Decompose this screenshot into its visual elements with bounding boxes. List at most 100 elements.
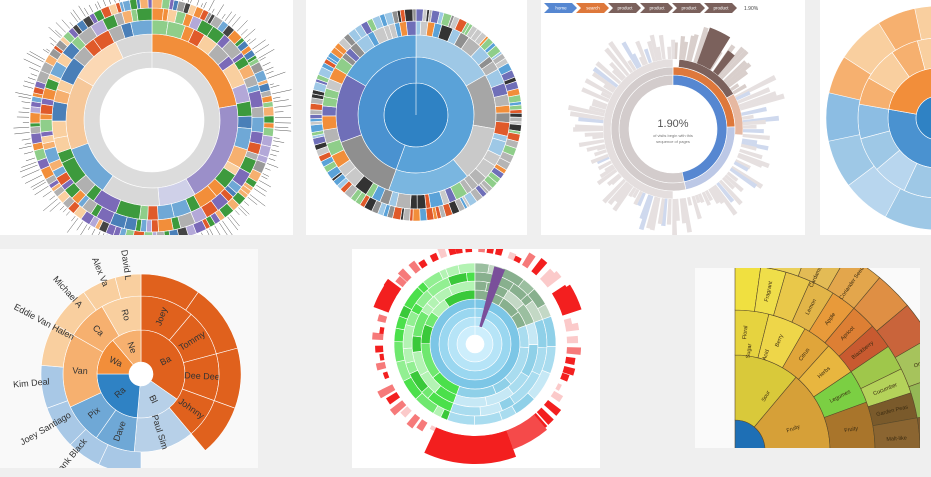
sunburst-outer-block <box>563 318 573 327</box>
sunburst-thumbnail-7[interactable]: Sour Fruity Floral Berry Citrus Herbs Legumes F… <box>695 268 920 448</box>
flavor-label: Fruity <box>844 426 859 434</box>
breadcrumb-step[interactable] <box>544 3 577 13</box>
sunburst-thumbnail-3[interactable]: home search product product product product 1.… <box>541 0 805 235</box>
sunburst-ring-3 <box>914 5 931 41</box>
sunburst-ring-3 <box>321 115 338 131</box>
leaf-label-tick <box>22 107 30 109</box>
sunburst-outer-block <box>555 383 562 391</box>
sunburst-outer-spike <box>607 181 629 206</box>
sunburst-outer-spike <box>591 71 617 91</box>
sunburst-outer-spike <box>647 40 657 62</box>
sunburst-outer-spike <box>694 194 701 204</box>
sunburst-outer-spike <box>594 149 607 157</box>
sunburst-thumbnail-2[interactable] <box>306 0 527 235</box>
sunburst-outer-spike <box>578 116 604 124</box>
sunburst-outer-spike <box>596 155 610 165</box>
leaf-label-tick <box>264 66 274 72</box>
flavor-label: Fragrant <box>764 280 774 302</box>
leaf-label-tick <box>244 28 256 39</box>
leaf-label-tick <box>62 208 67 213</box>
breadcrumb-step[interactable] <box>704 3 737 13</box>
leaf-label-tick <box>222 220 233 235</box>
sunburst-outer-block <box>531 258 548 276</box>
leaf-label-tick <box>216 4 224 16</box>
sunburst-outer-spike <box>575 124 604 129</box>
leaf-label-tick <box>21 138 31 141</box>
leaf-label-tick <box>272 144 279 147</box>
sunburst-outer-spike <box>686 196 693 206</box>
sunburst-ring-4 <box>29 112 41 124</box>
sunburst-ring-2 <box>147 205 159 221</box>
sunburst-ring-3 <box>726 93 744 136</box>
leaf-label-tick <box>42 190 52 198</box>
leaf-label-tick <box>261 175 268 180</box>
leaf-label-tick <box>240 205 250 215</box>
breadcrumb-label: home <box>555 6 567 11</box>
sunburst-blue-ring <box>446 411 475 426</box>
leaf-label-tick <box>103 0 106 7</box>
leaf-label-tick <box>267 71 286 79</box>
sunburst-outer-block <box>379 326 385 335</box>
sunburst-outer-block <box>565 322 580 332</box>
sunburst-outer-spike <box>600 91 612 100</box>
sunburst-outer-block <box>379 353 385 361</box>
leaf-label-tick <box>21 161 37 168</box>
sunburst-outer-spike <box>609 61 626 80</box>
flavor-label: Fruity <box>786 424 801 434</box>
sunburst-ring-4 <box>29 122 41 128</box>
sunburst-outer-spike <box>710 186 725 205</box>
breadcrumb-step[interactable] <box>672 3 705 13</box>
sunburst-outer-spike <box>741 141 769 151</box>
breadcrumb-step[interactable] <box>640 3 673 13</box>
leaf-label-tick <box>203 1 207 9</box>
sunburst-thumbnail-4[interactable] <box>820 0 931 235</box>
leaf-label-tick <box>87 226 91 231</box>
sunburst-ring-3 <box>151 219 159 233</box>
breadcrumb-label: product <box>617 6 633 11</box>
leaf-label-tick <box>94 3 99 10</box>
leaf-label-tick <box>97 1 101 9</box>
sunburst-core-ring <box>83 51 221 189</box>
leaf-label-tick <box>258 49 275 59</box>
sunburst-ring-4 <box>151 0 163 9</box>
sunburst-outer-spike <box>723 60 748 83</box>
sunburst-thumbnail-6[interactable] <box>352 249 600 468</box>
leaf-label-tick <box>253 188 266 197</box>
sunburst-outer-block <box>395 276 407 288</box>
sunburst-outer-spike <box>741 106 767 116</box>
sunburst-ring-3 <box>151 7 164 21</box>
leaf-label-tick <box>66 211 70 216</box>
sunburst-outer-block <box>375 345 384 353</box>
sunburst-ring-3 <box>321 105 337 117</box>
sunburst-ring-4 <box>309 114 323 120</box>
flavor-label: Acid <box>762 349 771 361</box>
leaf-label-tick <box>273 96 281 99</box>
leaf-label-tick <box>187 0 189 3</box>
leaf-label-tick <box>70 12 79 23</box>
leaf-label-tick <box>221 13 226 19</box>
breadcrumb-label: product <box>681 6 697 11</box>
leaf-label-tick <box>103 233 105 235</box>
sunburst-outer-spike <box>614 183 632 203</box>
leaf-label-tick <box>270 153 277 157</box>
sunburst-green-ring <box>393 327 405 343</box>
sunburst-thumbnail-5[interactable]: Ba Bl Ra Wa Ne Joey Tommy Dee Dee Johnny Paul Sim… <box>0 249 258 468</box>
sunburst-outer-block <box>553 284 582 316</box>
breadcrumb-step[interactable] <box>576 3 609 13</box>
leaf-label-tick <box>55 29 63 37</box>
leaf-label-tick <box>98 231 101 235</box>
sunburst-highlight-wedge <box>479 266 505 328</box>
leaf-label-tick <box>269 83 274 86</box>
leaf-label-tick <box>274 126 289 129</box>
sunburst-ring-4 <box>412 8 417 22</box>
sunburst-thumbnail-1[interactable] <box>0 0 293 235</box>
sunburst-gray-ring <box>474 280 488 292</box>
sunburst-outer-spike <box>701 191 711 206</box>
breadcrumb-step[interactable] <box>608 3 641 13</box>
sunburst-outer-block <box>506 414 547 450</box>
sunburst-outer-block <box>397 268 412 282</box>
leaf-label-tick <box>23 151 34 155</box>
sunburst-ring-4 <box>263 115 275 124</box>
sunburst-ring-2 <box>236 100 253 117</box>
